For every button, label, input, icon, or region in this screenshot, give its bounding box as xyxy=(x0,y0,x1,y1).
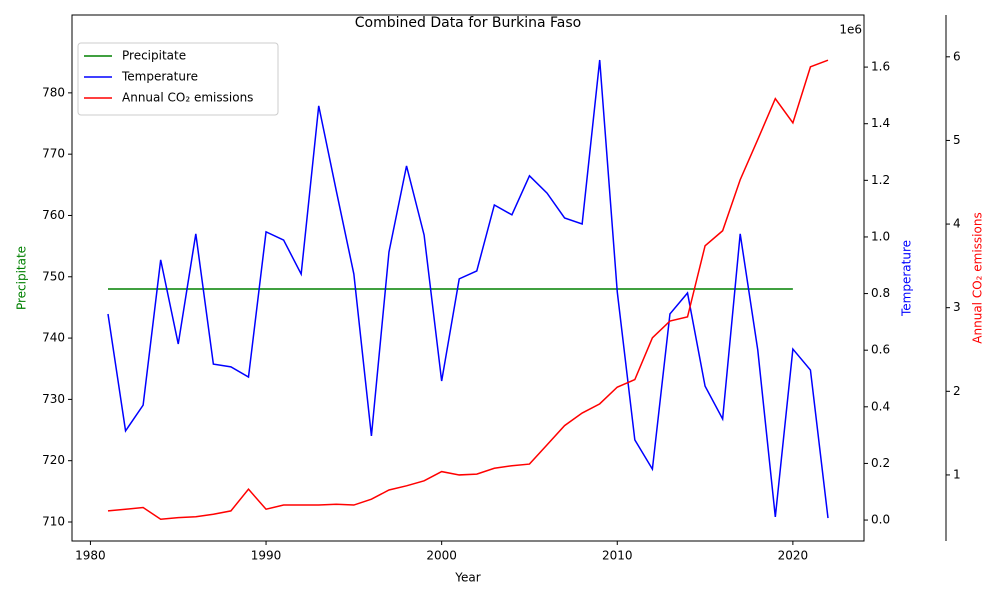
y-axis-label: Precipitate xyxy=(15,246,29,310)
y-tick-label: 770 xyxy=(42,147,65,161)
y3-tick-label: 5 xyxy=(953,133,961,147)
y3-tick-label: 4 xyxy=(953,217,961,231)
y-tick-label: 750 xyxy=(42,269,65,283)
y2-tick-label: 0.8 xyxy=(871,286,890,300)
y2-tick-label: 1.2 xyxy=(871,173,890,187)
y-tick-label: 720 xyxy=(42,453,65,467)
y2-tick-label: 1.4 xyxy=(871,116,890,130)
x-tick-label: 2020 xyxy=(778,549,809,563)
chart-title: Combined Data for Burkina Faso xyxy=(355,15,582,31)
y2-tick-label: 0.2 xyxy=(871,456,890,470)
y3-tick-label: 2 xyxy=(953,384,961,398)
y3-axis-label: Annual CO₂ emissions xyxy=(971,212,985,343)
y-tick-label: 760 xyxy=(42,208,65,222)
y2-axis-label: Temperature xyxy=(900,240,914,317)
series-line xyxy=(107,59,829,521)
plot-frame xyxy=(71,14,865,542)
y2-tick-label: 0.6 xyxy=(871,343,890,357)
x-tick-label: 1990 xyxy=(251,549,282,563)
y3-tick-label: 1 xyxy=(953,467,961,481)
y2-tick-label: 1.0 xyxy=(871,229,890,243)
series-line xyxy=(107,59,829,519)
y3-tick-label: 6 xyxy=(953,49,961,63)
legend-label: Annual CO₂ emissions xyxy=(122,91,253,105)
legend-label: Precipitate xyxy=(122,49,186,63)
x-tick-label: 2000 xyxy=(426,549,457,563)
legend-label: Temperature xyxy=(121,70,198,84)
x-tick-label: 2010 xyxy=(602,549,633,563)
y-tick-label: 730 xyxy=(42,392,65,406)
y2-tick-label: 0.0 xyxy=(871,513,890,527)
x-axis-label: Year xyxy=(454,571,480,585)
y-tick-label: 740 xyxy=(42,331,65,345)
y-tick-label: 780 xyxy=(42,85,65,99)
y2-offset-label: 1e6 xyxy=(839,23,862,37)
y3-tick-label: 3 xyxy=(953,300,961,314)
y2-tick-label: 1.6 xyxy=(871,60,890,74)
legend-box xyxy=(77,42,279,116)
x-tick-label: 1980 xyxy=(75,549,106,563)
y-tick-label: 710 xyxy=(42,514,65,528)
y2-tick-label: 0.4 xyxy=(871,399,890,413)
